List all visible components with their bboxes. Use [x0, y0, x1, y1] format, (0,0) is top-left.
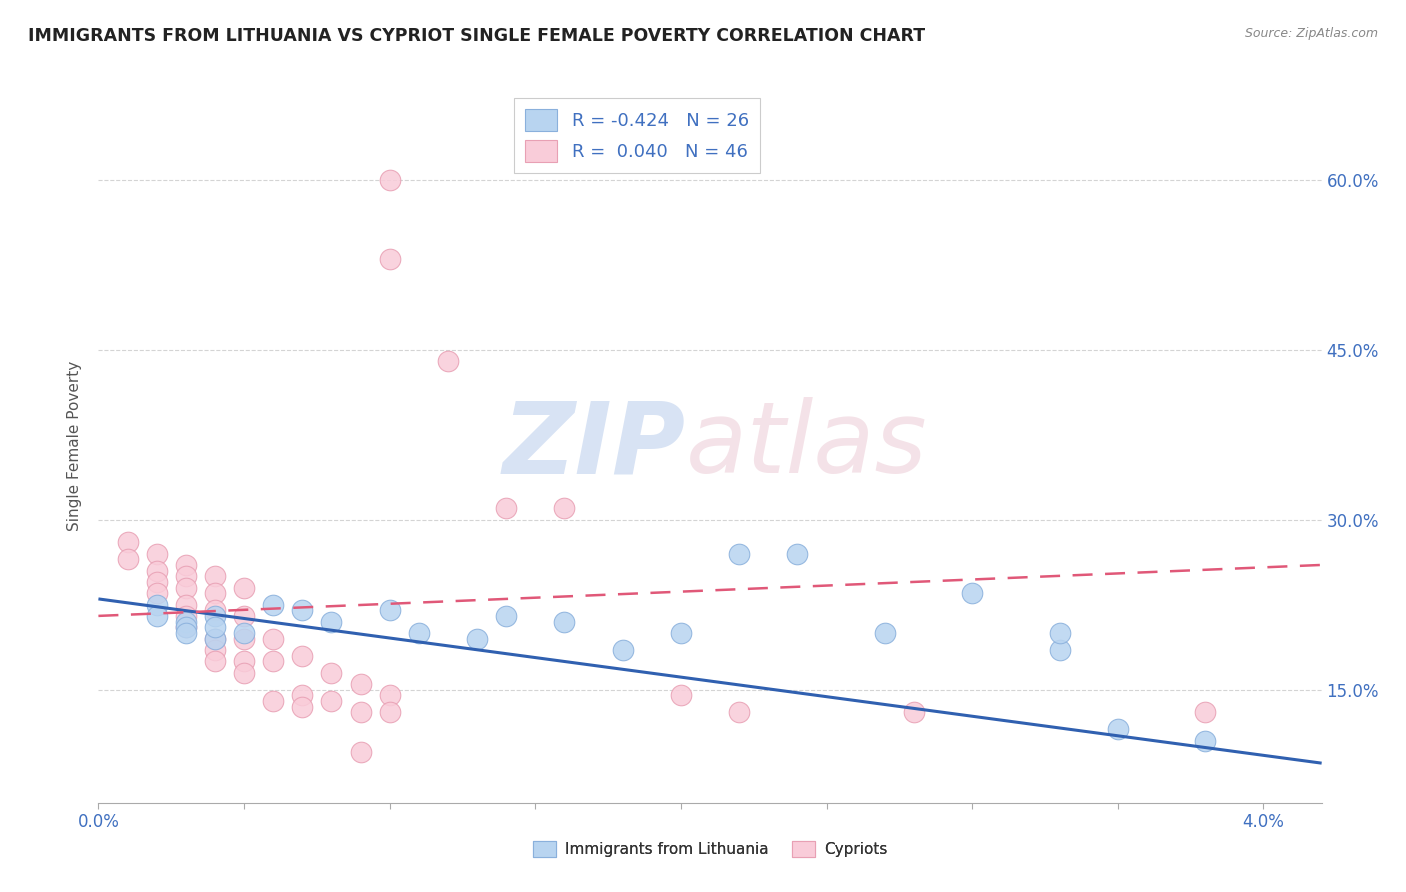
Point: [204, 603, 226, 617]
Point: [233, 626, 256, 640]
Point: [465, 632, 488, 646]
Point: [204, 643, 226, 657]
Point: [378, 603, 401, 617]
Point: [1049, 626, 1071, 640]
Point: [174, 620, 197, 634]
Text: Source: ZipAtlas.com: Source: ZipAtlas.com: [1244, 27, 1378, 40]
Point: [174, 626, 197, 640]
Point: [553, 501, 575, 516]
Point: [233, 654, 256, 668]
Point: [408, 626, 430, 640]
Point: [873, 626, 896, 640]
Text: ZIP: ZIP: [502, 398, 686, 494]
Point: [145, 586, 167, 600]
Point: [262, 654, 284, 668]
Point: [321, 615, 343, 629]
Point: [174, 598, 197, 612]
Point: [204, 632, 226, 646]
Y-axis label: Single Female Poverty: Single Female Poverty: [67, 361, 83, 531]
Point: [786, 547, 808, 561]
Point: [321, 665, 343, 680]
Point: [262, 632, 284, 646]
Point: [117, 535, 139, 549]
Point: [204, 586, 226, 600]
Point: [204, 569, 226, 583]
Point: [495, 608, 517, 623]
Point: [291, 603, 314, 617]
Text: atlas: atlas: [686, 398, 927, 494]
Point: [174, 581, 197, 595]
Point: [960, 586, 983, 600]
Point: [233, 632, 256, 646]
Point: [291, 648, 314, 663]
Point: [174, 620, 197, 634]
Point: [117, 552, 139, 566]
Point: [145, 547, 167, 561]
Text: IMMIGRANTS FROM LITHUANIA VS CYPRIOT SINGLE FEMALE POVERTY CORRELATION CHART: IMMIGRANTS FROM LITHUANIA VS CYPRIOT SIN…: [28, 27, 925, 45]
Point: [349, 745, 371, 759]
Point: [145, 598, 167, 612]
Point: [204, 632, 226, 646]
Point: [145, 608, 167, 623]
Point: [495, 501, 517, 516]
Point: [669, 688, 692, 702]
Point: [204, 654, 226, 668]
Point: [233, 581, 256, 595]
Legend: Immigrants from Lithuania, Cypriots: Immigrants from Lithuania, Cypriots: [527, 835, 893, 863]
Point: [145, 564, 167, 578]
Point: [378, 688, 401, 702]
Point: [262, 694, 284, 708]
Point: [291, 688, 314, 702]
Point: [728, 547, 751, 561]
Point: [174, 569, 197, 583]
Point: [145, 574, 167, 589]
Point: [903, 705, 925, 719]
Point: [291, 699, 314, 714]
Point: [437, 354, 460, 368]
Point: [378, 252, 401, 266]
Point: [321, 694, 343, 708]
Point: [349, 677, 371, 691]
Point: [378, 705, 401, 719]
Point: [174, 615, 197, 629]
Point: [204, 620, 226, 634]
Point: [204, 608, 226, 623]
Point: [174, 558, 197, 572]
Point: [262, 598, 284, 612]
Point: [233, 665, 256, 680]
Point: [553, 615, 575, 629]
Point: [174, 608, 197, 623]
Point: [1194, 733, 1216, 747]
Point: [669, 626, 692, 640]
Point: [349, 705, 371, 719]
Point: [378, 173, 401, 187]
Point: [233, 608, 256, 623]
Point: [1107, 722, 1129, 736]
Point: [1049, 643, 1071, 657]
Point: [612, 643, 634, 657]
Point: [1194, 705, 1216, 719]
Point: [728, 705, 751, 719]
